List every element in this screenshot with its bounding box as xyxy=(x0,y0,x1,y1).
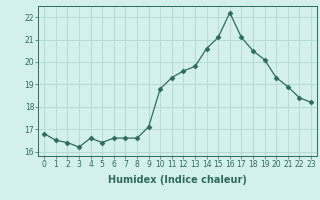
X-axis label: Humidex (Indice chaleur): Humidex (Indice chaleur) xyxy=(108,175,247,185)
